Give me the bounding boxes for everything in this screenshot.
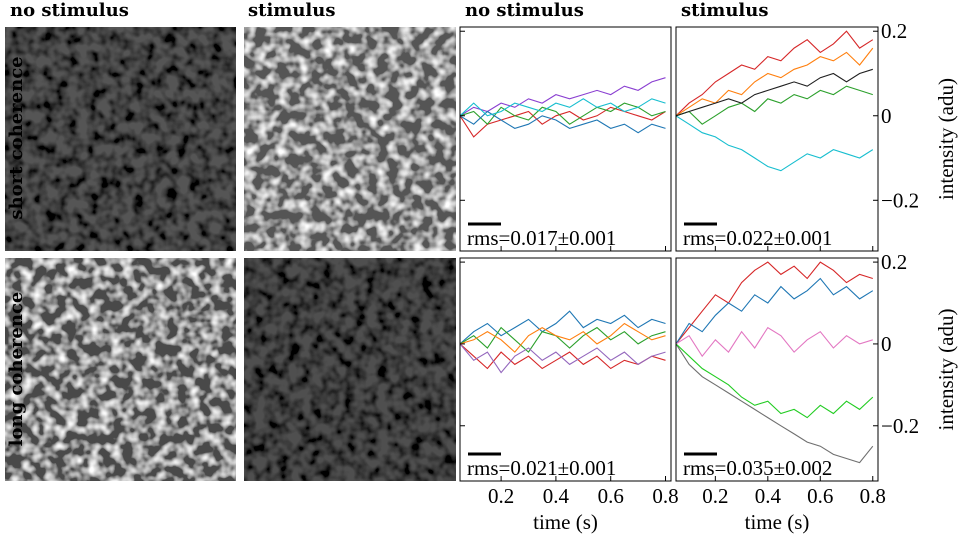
x-tick-label: 0.6 <box>598 484 624 508</box>
retina-image <box>5 27 236 251</box>
trace <box>676 30 874 117</box>
images <box>5 27 456 481</box>
plot-frame <box>459 257 672 482</box>
x-tick-label: 0.4 <box>755 484 782 508</box>
image-title: stimulus <box>248 0 335 21</box>
x-tick-label: 0.8 <box>860 484 886 508</box>
row-label: short coherence <box>6 56 27 219</box>
trace <box>676 115 874 172</box>
y-tick-label: −0.2 <box>881 188 919 212</box>
rms-annotation: rms=0.022±0.001 <box>683 226 832 250</box>
y-axis-label: intensity (adu) <box>934 309 958 431</box>
x-tick-label: 0.6 <box>807 484 833 508</box>
row-label: long coherence <box>6 292 27 447</box>
trace <box>676 343 874 464</box>
plot-area <box>676 30 874 172</box>
trace <box>460 106 666 138</box>
rms-annotation: rms=0.017±0.001 <box>467 226 616 250</box>
trace <box>460 77 666 117</box>
trace <box>676 343 874 419</box>
trace <box>460 110 666 134</box>
x-tick-label: 0.2 <box>488 484 514 508</box>
plot-frame <box>675 26 879 252</box>
image-title: no stimulus <box>10 0 129 21</box>
trace <box>676 85 873 125</box>
x-axis-label: time (s) <box>533 510 598 534</box>
plot-area <box>460 310 666 374</box>
y-axis-label: intensity (adu) <box>934 78 958 200</box>
y-tick-label: 0 <box>881 332 892 356</box>
trace <box>460 322 666 353</box>
plot-frame <box>675 257 879 482</box>
trace <box>676 68 873 117</box>
plot-frame <box>459 26 672 252</box>
plot-area <box>460 77 666 138</box>
x-axis-label: time (s) <box>745 510 810 534</box>
trace <box>676 326 873 358</box>
retina-image <box>244 27 456 251</box>
rms-annotation: rms=0.021±0.001 <box>467 456 616 480</box>
trace <box>676 277 874 345</box>
y-tick-label: 0.2 <box>881 19 907 43</box>
plot-title: stimulus <box>681 0 768 21</box>
trace <box>676 261 873 345</box>
trace <box>460 310 666 345</box>
retina-image <box>5 258 236 481</box>
trace <box>460 343 666 374</box>
retina-image <box>244 258 456 481</box>
y-tick-label: 0 <box>881 104 892 128</box>
plot-area <box>676 261 874 464</box>
plot-title: no stimulus <box>465 0 584 21</box>
trace <box>676 47 874 117</box>
trace <box>460 343 666 370</box>
x-tick-label: 0.8 <box>652 484 678 508</box>
x-tick-label: 0.4 <box>543 484 570 508</box>
trace <box>460 326 666 353</box>
rms-annotation: rms=0.035±0.002 <box>683 456 832 480</box>
y-tick-label: 0.2 <box>881 250 907 274</box>
y-tick-label: −0.2 <box>881 414 919 438</box>
x-tick-label: 0.2 <box>702 484 728 508</box>
trace <box>460 98 666 117</box>
